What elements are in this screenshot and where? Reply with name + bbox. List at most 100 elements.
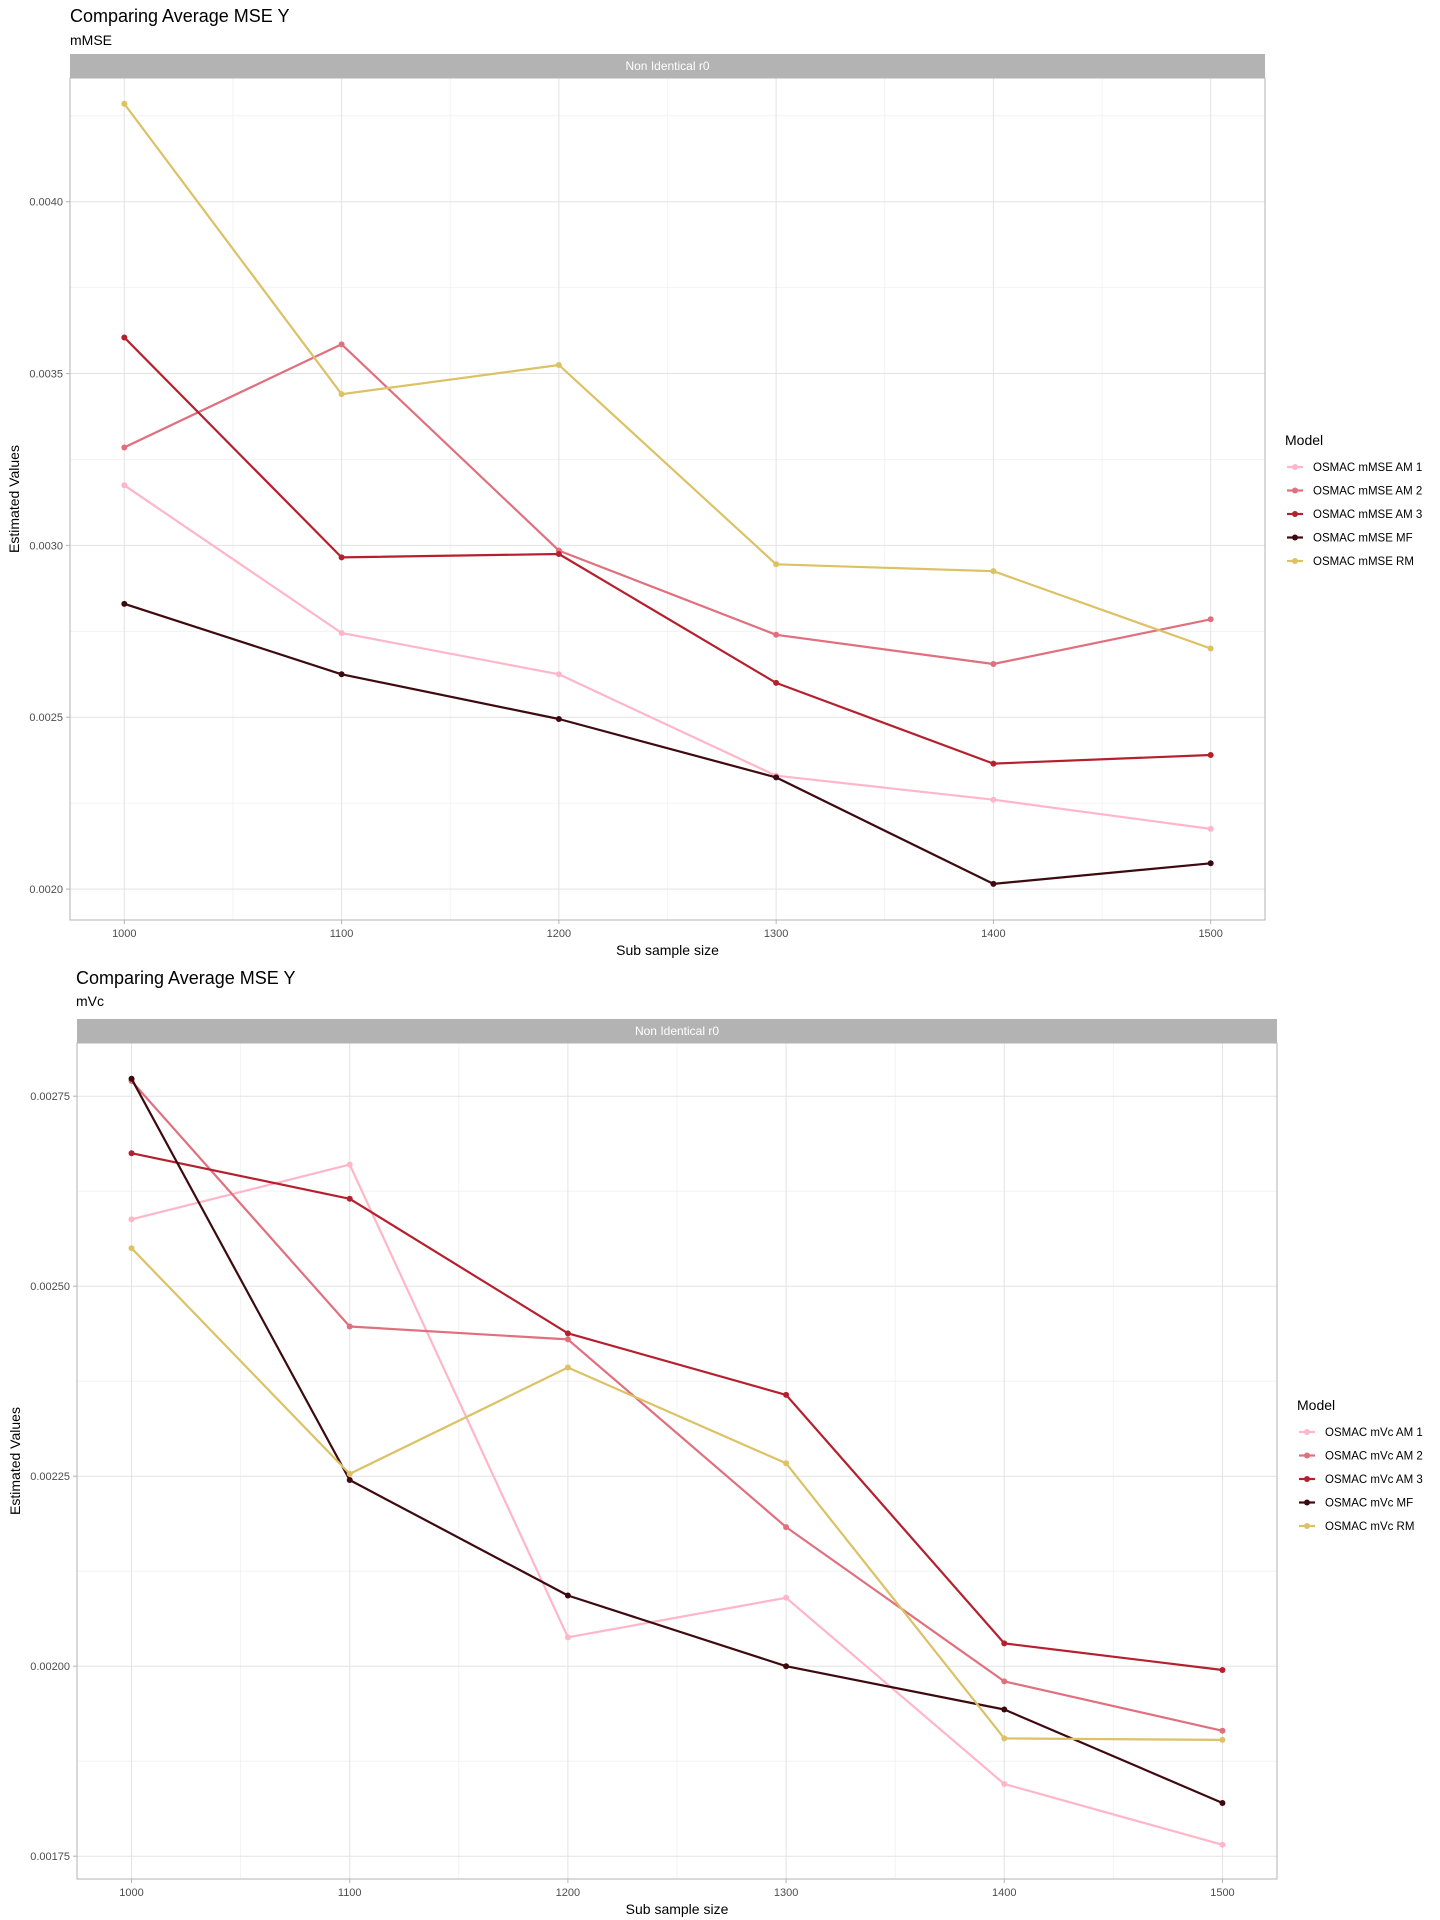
- series-line-3: [131, 1152, 1223, 1672]
- legend-key-point: [1304, 1499, 1310, 1506]
- series-4-point: [564, 1592, 571, 1599]
- x-tick-label: 1400: [981, 928, 1005, 940]
- x-tick-label: 1100: [338, 1887, 362, 1899]
- series-2-point: [783, 1524, 790, 1531]
- series-4-point: [1207, 860, 1214, 867]
- x-axis-title: Sub sample size: [626, 1901, 729, 1917]
- legend-title: Model: [1285, 432, 1323, 448]
- chart2-subtitle: mVc: [76, 993, 104, 1009]
- chart2-svg: Non Identical r0 1000 1100 1200 1300 1400 1500…: [7, 1019, 1423, 1917]
- x-tick-label: 1000: [112, 928, 136, 940]
- y-axis-title: Estimated Values: [6, 445, 22, 553]
- y-tick-label: 0.0020: [29, 884, 63, 896]
- series-5-point: [564, 1364, 571, 1371]
- facet-strip-label: Non Identical r0: [625, 59, 709, 73]
- series-1-point: [128, 1216, 135, 1223]
- legend-label: OSMAC mMSE MF: [1313, 533, 1413, 545]
- x-tick-label: 1500: [1198, 928, 1222, 940]
- legend-label: OSMAC mVc AM 1: [1325, 1427, 1423, 1439]
- series-3-point: [338, 554, 345, 561]
- series-1-point: [555, 671, 562, 678]
- series-3-point: [1207, 752, 1214, 759]
- series-4-point: [121, 600, 128, 607]
- x-tick-label: 1500: [1210, 1887, 1234, 1899]
- y-tick-label: 0.0030: [29, 540, 63, 552]
- series-5-point: [1207, 645, 1214, 652]
- series-line-4: [130, 1078, 1223, 1805]
- chart1-svg: Non Identical r0 1000 1100 1200 1300 1400 1500…: [6, 54, 1422, 958]
- series-1-point: [1219, 1841, 1226, 1848]
- series-3-point: [1219, 1667, 1226, 1673]
- y-tick-label: 0.00200: [30, 1661, 70, 1673]
- series-5-point: [783, 1460, 790, 1467]
- legend-title: Model: [1297, 1397, 1335, 1413]
- series-line-2: [130, 1080, 1223, 1732]
- series-line-3: [123, 336, 1211, 765]
- series-2-point: [346, 1323, 353, 1330]
- series-4-point: [783, 1663, 790, 1670]
- series-line-2: [123, 343, 1211, 666]
- legend-label: OSMAC mMSE AM 1: [1313, 462, 1422, 474]
- series-1-point: [338, 630, 345, 637]
- series-5-point: [121, 100, 128, 107]
- legend-label: OSMAC mMSE AM 2: [1313, 486, 1422, 498]
- legend-label: OSMAC mVc AM 2: [1325, 1451, 1423, 1463]
- chart1-title: Comparing Average MSE Y: [70, 6, 290, 26]
- legend-key-point: [1292, 487, 1298, 494]
- series-4-point: [338, 671, 345, 678]
- legend-label: OSMAC mMSE AM 3: [1313, 509, 1422, 521]
- series-5-point: [555, 361, 562, 368]
- series-5-point: [990, 568, 997, 575]
- series-3-point: [990, 760, 997, 767]
- chart2-title: Comparing Average MSE Y: [76, 968, 296, 988]
- x-axis-title: Sub sample size: [616, 942, 719, 958]
- legend-label: OSMAC mVc MF: [1325, 1498, 1413, 1510]
- x-tick-label: 1100: [330, 928, 354, 940]
- legend-key-point: [1292, 464, 1298, 470]
- series-2-point: [1001, 1678, 1008, 1685]
- series-1-point: [990, 796, 997, 803]
- series-4-point: [128, 1075, 135, 1082]
- chart1-subtitle: mMSE: [70, 32, 112, 48]
- series-4-point: [346, 1477, 353, 1483]
- series-4-point: [1219, 1800, 1226, 1806]
- series-1-point: [1207, 825, 1214, 832]
- y-tick-label: 0.0040: [29, 197, 63, 209]
- series-5-point: [773, 561, 780, 568]
- plot-panel-border: [76, 1042, 1278, 1880]
- series-line-1: [123, 484, 1211, 830]
- series-3-point: [1001, 1640, 1008, 1647]
- series-1-point: [121, 482, 128, 489]
- facet-strip: [70, 54, 1265, 78]
- series-1-point: [1001, 1781, 1008, 1787]
- series-2-point: [564, 1336, 571, 1343]
- series-4-point: [1001, 1706, 1008, 1713]
- series-3-point: [555, 550, 562, 557]
- series-1-point: [783, 1594, 790, 1601]
- legend-label: OSMAC mVc AM 3: [1325, 1474, 1423, 1486]
- series-5-point: [338, 391, 345, 398]
- legend-key-point: [1304, 1429, 1310, 1435]
- y-tick-label: 0.0025: [29, 712, 63, 724]
- legend-key-point: [1292, 534, 1298, 541]
- series-line-5: [123, 103, 1212, 650]
- legend-label: OSMAC mMSE RM: [1313, 556, 1414, 568]
- facet-strip: [77, 1019, 1277, 1043]
- series-2-point: [990, 660, 997, 667]
- y-tick-label: 0.0035: [29, 369, 63, 381]
- series-3-point: [128, 1150, 135, 1157]
- series-1-point: [346, 1161, 353, 1168]
- series-3-point: [783, 1391, 790, 1398]
- x-tick-label: 1300: [774, 1887, 798, 1899]
- series-2-point: [338, 341, 345, 348]
- plot-panel-border: [69, 77, 1266, 921]
- x-tick-label: 1400: [992, 1887, 1016, 1899]
- legend-key-point: [1304, 1476, 1310, 1482]
- series-2-point: [1219, 1727, 1226, 1734]
- legend-label: OSMAC mVc RM: [1325, 1521, 1414, 1533]
- y-tick-label: 0.00275: [30, 1091, 70, 1103]
- series-line-4: [123, 602, 1211, 886]
- series-2-point: [773, 631, 780, 638]
- series-line-5: [130, 1247, 1223, 1741]
- series-2-point: [121, 444, 128, 451]
